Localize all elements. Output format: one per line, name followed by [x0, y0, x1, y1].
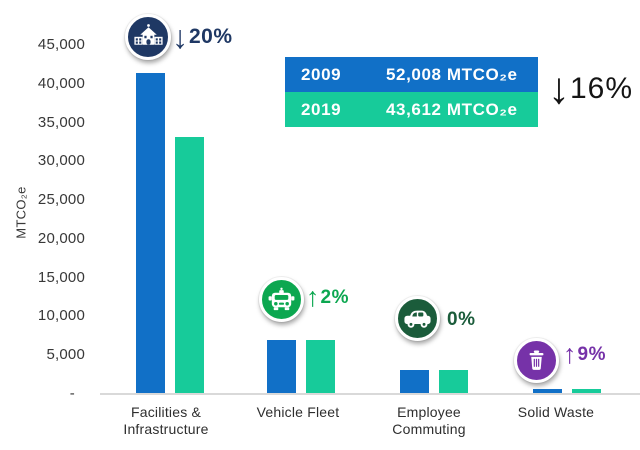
- percent-change-label: ↓ 20%: [172, 21, 233, 53]
- summary-year-label: 2019: [301, 99, 342, 119]
- y-tick-label: 40,000: [37, 74, 85, 92]
- category-label: Facilities & Infrastructure: [123, 404, 209, 437]
- bar-2009-category-1: [267, 340, 296, 394]
- percent-value: 9%: [577, 343, 606, 365]
- bar-2019-category-2: [439, 370, 468, 394]
- summary-box: 2009 52,008 MTCO₂e 2019 43,612 MTCO₂e: [285, 57, 538, 127]
- summary-total-value: 43,612 MTCO₂e: [386, 99, 518, 119]
- percent-value: 2%: [320, 286, 349, 308]
- y-tick-label: 10,000: [37, 307, 85, 325]
- bar-2019-category-3: [572, 389, 601, 394]
- summary-total-value: 52,008 MTCO₂e: [386, 64, 518, 84]
- trash-icon: [514, 338, 559, 383]
- y-tick-label: 5,000: [46, 346, 85, 364]
- summary-year-label: 2009: [301, 64, 342, 84]
- summary-row-2009: 2009 52,008 MTCO₂e: [285, 57, 538, 92]
- car-side-icon: [395, 296, 440, 341]
- y-tick-label: 30,000: [37, 152, 85, 170]
- category-label: Employee Commuting: [392, 404, 466, 437]
- bar-2019-category-1: [306, 340, 335, 394]
- y-tick-label: 25,000: [37, 191, 85, 209]
- total-change-callout: ↓ 16%: [548, 64, 633, 114]
- y-tick-label: 20,000: [37, 229, 85, 247]
- percent-change-label: ↑ 9%: [563, 341, 606, 368]
- bar-2009-category-2: [400, 370, 429, 394]
- percent-value: 20%: [189, 25, 233, 48]
- building-icon: [125, 14, 171, 60]
- bar-2009-category-3: [533, 389, 562, 394]
- bar-2019-category-0: [175, 137, 204, 394]
- total-change-value: 16%: [570, 72, 634, 105]
- down-arrow-icon: ↓: [172, 19, 188, 55]
- y-tick-label: 45,000: [37, 36, 85, 53]
- up-arrow-icon: ↑: [306, 282, 320, 312]
- percent-change-label: ↑ 2%: [306, 284, 349, 311]
- x-axis-line: [100, 393, 640, 395]
- category-label: Solid Waste: [517, 404, 595, 420]
- down-arrow-icon: ↓: [548, 64, 570, 113]
- y-tick-label: 35,000: [37, 113, 85, 131]
- y-tick-label: 15,000: [37, 268, 85, 286]
- up-arrow-icon: ↑: [563, 339, 577, 369]
- percent-change-label: 0%: [447, 309, 475, 331]
- car-front-icon: [259, 277, 304, 322]
- bar-2009-category-0: [136, 73, 165, 394]
- y-tick-label: -: [69, 385, 75, 403]
- percent-value: 0%: [447, 309, 476, 330]
- y-axis-tick-labels: 45,000 40,000 35,000 30,000 25,000 20,000 15,0…: [8, 0, 85, 420]
- summary-row-2019: 2019 43,612 MTCO₂e: [285, 92, 538, 127]
- category-label: Vehicle Fleet: [256, 404, 340, 420]
